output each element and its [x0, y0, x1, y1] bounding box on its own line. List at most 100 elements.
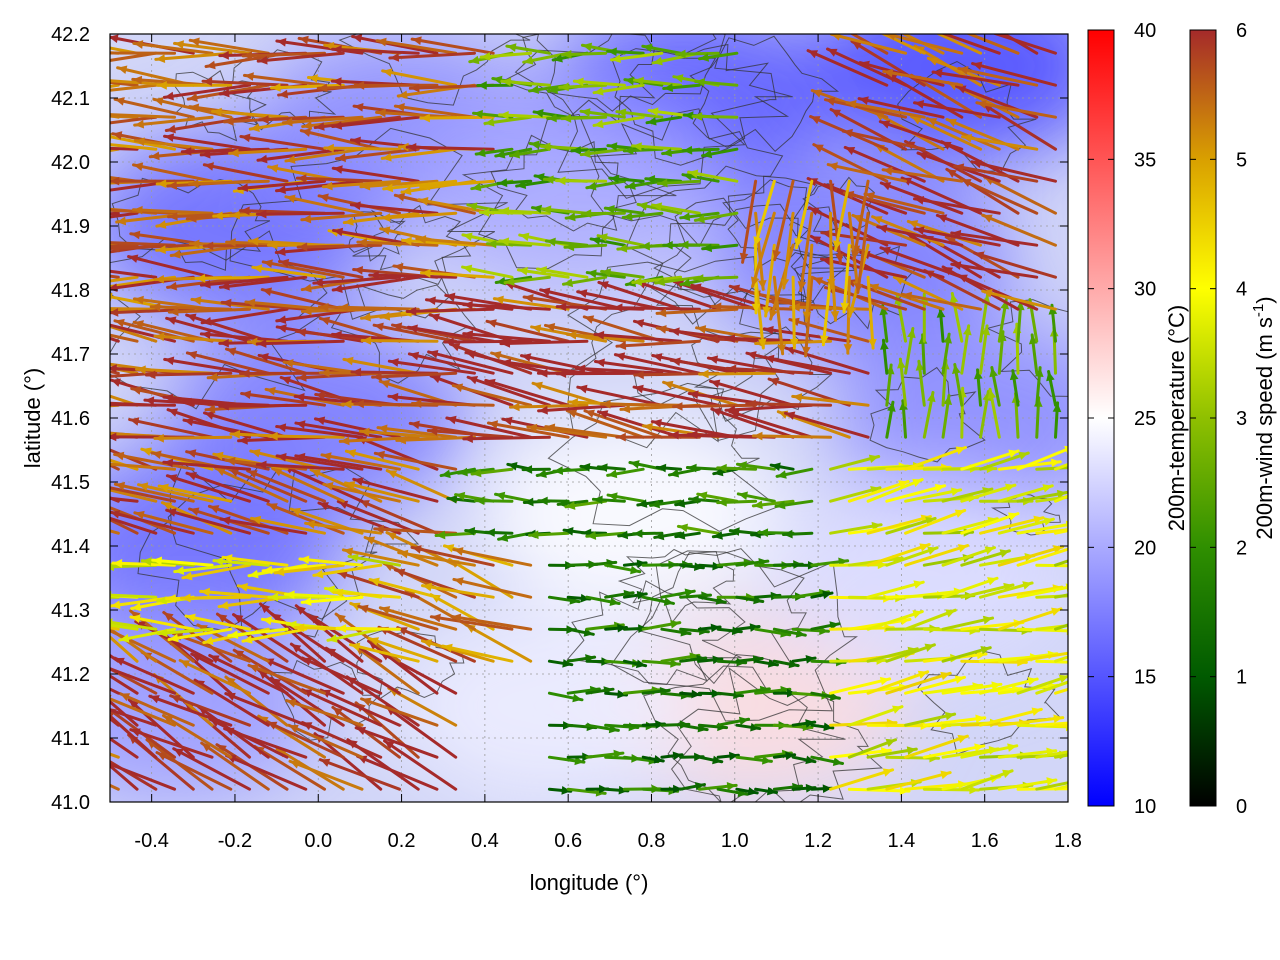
wind-vector — [110, 736, 139, 759]
terrain-contour — [590, 108, 784, 248]
wind-vector — [462, 300, 551, 311]
wind-vector — [866, 610, 924, 631]
wind-vector — [593, 358, 683, 375]
y-tick-label: 41.4 — [51, 536, 90, 558]
wind-vector — [904, 675, 967, 695]
wind-vector — [953, 163, 1039, 183]
wind-vector — [379, 211, 458, 222]
wind-vector — [611, 303, 701, 313]
wind-vector — [110, 435, 120, 440]
wind-vector — [388, 51, 476, 62]
wind-vector — [975, 100, 1058, 119]
wind-vector — [288, 759, 364, 791]
wind-vector — [395, 435, 476, 445]
wind-vector — [739, 179, 758, 264]
wind-vector — [110, 51, 120, 55]
wind-vector — [410, 399, 495, 409]
wind-vector — [603, 205, 645, 215]
wind-vector — [1054, 687, 1068, 695]
wind-speed-colorbar-ticks: 0 1 2 3 4 5 6 — [1190, 20, 1247, 818]
wind-vector — [172, 747, 252, 791]
y-tick-label: 41.6 — [51, 408, 90, 430]
wind-vector — [547, 691, 584, 703]
wind-vector — [810, 722, 835, 732]
wind-vector — [221, 554, 289, 567]
wind-vector — [498, 110, 551, 120]
wind-vector — [697, 755, 724, 765]
wind-vector — [615, 339, 701, 350]
y-tick-label: 41.5 — [51, 472, 90, 494]
wind-vector — [194, 274, 270, 283]
wind-vector — [791, 655, 817, 664]
y-tick-label: 41.9 — [51, 216, 90, 238]
x-tick-label: 1.2 — [804, 830, 832, 852]
wind-vector — [971, 61, 1058, 87]
wind-vector — [772, 275, 786, 356]
wind-vector — [1054, 723, 1068, 727]
wind-vector — [320, 452, 401, 471]
x-tick-label: 1.0 — [721, 830, 749, 852]
wind-vector — [456, 467, 495, 477]
wind-vector — [173, 563, 233, 575]
wind-vector — [1016, 651, 1068, 663]
wind-vector — [941, 576, 999, 599]
y-tick-label: 41.3 — [51, 600, 90, 622]
wind-vector — [154, 51, 233, 63]
wind-vector — [294, 452, 383, 471]
wind-vector — [180, 147, 270, 156]
wind-vector — [728, 527, 758, 536]
wind-vector — [1052, 401, 1062, 439]
wind-vector — [1054, 529, 1068, 535]
wind-vector — [604, 689, 629, 699]
wind-vector — [275, 452, 364, 471]
wind-vector — [845, 100, 926, 119]
wind-vector — [110, 763, 139, 791]
wind-vector — [941, 393, 953, 439]
wind-vector — [922, 785, 980, 795]
wind-vector — [153, 433, 233, 443]
wind-vector — [331, 115, 420, 130]
wind-vector — [368, 577, 439, 599]
wind-vector — [904, 487, 963, 503]
terrain-contour — [869, 366, 986, 463]
wind-vector — [110, 762, 177, 791]
wind-vector — [110, 394, 139, 407]
wind-vector — [179, 593, 252, 603]
wind-vector — [565, 330, 645, 343]
wind-vector — [922, 743, 986, 759]
wind-vector — [214, 466, 289, 503]
y-tick-label: 41.7 — [51, 344, 90, 366]
wind-vector — [344, 449, 420, 471]
wind-vector — [1054, 494, 1068, 503]
wind-vector — [810, 755, 845, 766]
wind-vector — [871, 215, 945, 247]
wind-vector — [641, 595, 675, 606]
wind-vector — [113, 97, 195, 119]
wind-vector — [979, 324, 991, 375]
wind-vector — [810, 691, 841, 701]
wind-vector — [201, 77, 289, 87]
wind-vector — [1054, 559, 1068, 567]
wind-vector — [681, 172, 720, 183]
wind-vector — [110, 243, 139, 248]
wind-vector — [312, 275, 401, 287]
x-tick-label: 1.6 — [971, 830, 999, 852]
wind-vector — [979, 581, 1034, 599]
wind-vector — [401, 236, 476, 247]
wind-vector — [405, 306, 495, 316]
wind-vector — [847, 705, 904, 727]
wind-vector — [829, 768, 895, 791]
wind-vector — [1016, 787, 1068, 791]
wind-vector — [622, 590, 648, 600]
wind-vector — [913, 226, 1001, 247]
wind-vector — [323, 143, 401, 153]
wind-vector — [494, 491, 533, 503]
wind-vector — [876, 224, 964, 247]
wind-vector — [110, 324, 158, 343]
wind-vector — [554, 176, 608, 186]
x-tick-label: 1.4 — [887, 830, 915, 852]
wind-vector — [110, 510, 195, 535]
wind-vector — [1054, 462, 1068, 471]
wind-vector — [427, 349, 514, 375]
wind-vector — [882, 68, 964, 87]
